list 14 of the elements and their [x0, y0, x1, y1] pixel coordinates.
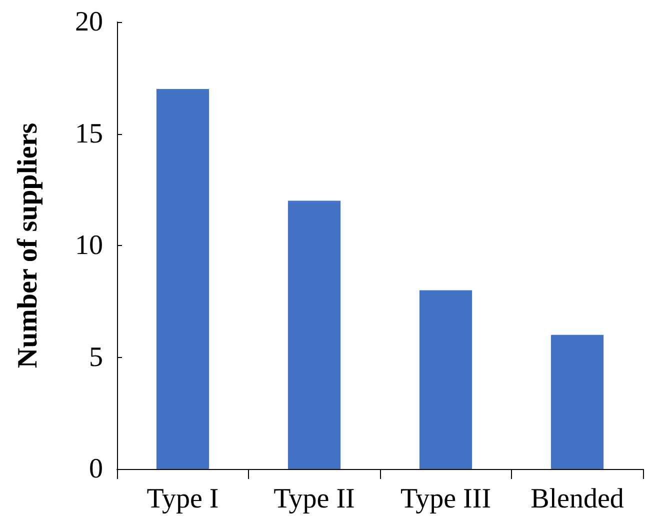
x-tick-label: Blended: [530, 484, 624, 514]
bar: [419, 290, 472, 469]
y-tick-label: 5: [89, 342, 103, 373]
y-tick-label: 10: [75, 230, 103, 261]
bar: [550, 334, 604, 469]
x-tick-label: Type II: [274, 484, 355, 514]
y-tick-label: 0: [89, 454, 103, 484]
bar: [156, 89, 210, 469]
y-tick-label: 20: [75, 6, 103, 38]
y-axis-title: Number of suppliers: [12, 122, 44, 368]
x-tick-label: Type I: [146, 484, 219, 514]
y-tick-label: 15: [75, 118, 103, 150]
bar: [288, 200, 341, 469]
x-tick-label: Type III: [400, 484, 492, 514]
